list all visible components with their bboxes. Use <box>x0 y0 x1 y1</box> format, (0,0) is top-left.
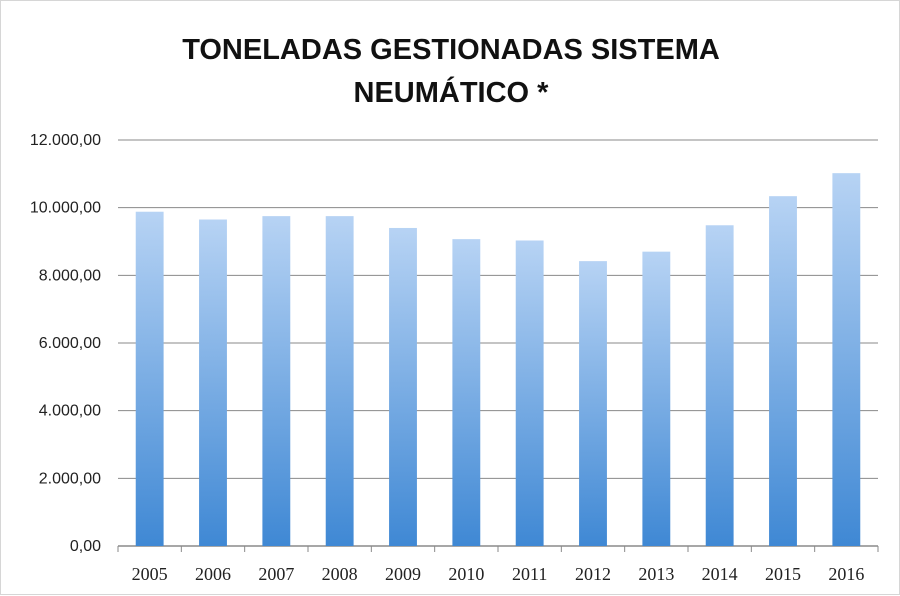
chart-title-line-1: TONELADAS GESTIONADAS SISTEMA <box>182 34 720 66</box>
y-tick-label: 10.000,00 <box>30 200 101 217</box>
x-tick-label: 2007 <box>258 564 294 584</box>
y-tick-label: 8.000,00 <box>39 267 101 284</box>
bar-2013 <box>642 251 671 546</box>
x-tick-label: 2012 <box>575 564 611 584</box>
bar-2012 <box>579 261 607 546</box>
x-tick-label: 2015 <box>765 564 801 584</box>
chart-title-line-2: NEUMÁTICO * <box>353 77 549 109</box>
bar-2005 <box>135 211 164 546</box>
y-tick-label: 12.000,00 <box>30 132 101 149</box>
gridlines <box>118 139 878 547</box>
x-tick-label: 2009 <box>385 564 421 584</box>
chart-title: TONELADAS GESTIONADAS SISTEMA NEUMÁTICO … <box>1 29 900 115</box>
y-tick-label: 6.000,00 <box>39 335 101 352</box>
x-tick-label: 2005 <box>132 564 168 584</box>
bar-2016 <box>832 173 861 546</box>
bar-2015 <box>769 196 797 546</box>
y-tick-label: 0,00 <box>70 538 101 555</box>
x-tick-label: 2016 <box>828 564 864 584</box>
x-tick-label: 2011 <box>512 564 547 584</box>
x-tick-label: 2013 <box>638 564 674 584</box>
bar-2011 <box>515 240 544 547</box>
bar-2006 <box>199 219 227 546</box>
x-tick-label: 2010 <box>448 564 484 584</box>
y-tick-label: 4.000,00 <box>39 403 101 420</box>
x-tick-label: 2008 <box>322 564 358 584</box>
bar-2008 <box>325 216 354 546</box>
x-axis-ticks: 2005 2006 2007 2008 2009 2010 2011 2012 2013 2014… <box>117 546 879 584</box>
y-tick-label: 2.000,00 <box>39 470 101 487</box>
bar-2009 <box>389 227 417 546</box>
bar-2010 <box>452 239 481 547</box>
y-axis-ticks: 0,00 2.000,00 4.000,00 6.000,00 8.000,00 10.0… <box>30 132 101 555</box>
bar-2007 <box>262 216 291 546</box>
bar-2014 <box>705 225 734 546</box>
x-tick-label: 2014 <box>702 564 738 584</box>
bars <box>135 173 861 547</box>
x-tick-label: 2006 <box>195 564 231 584</box>
